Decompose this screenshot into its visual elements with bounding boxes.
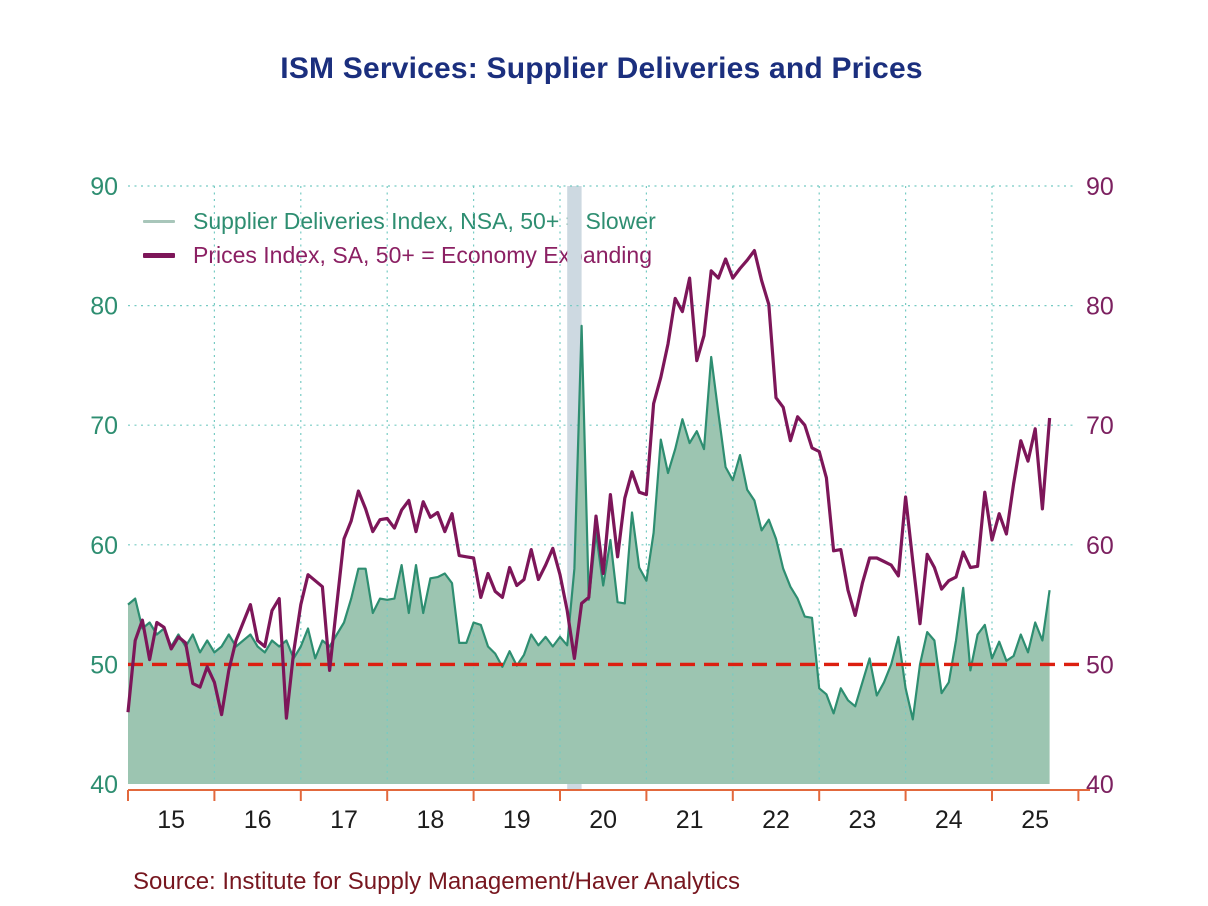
x-axis-tick-label: 20 [589,806,617,834]
x-axis-tick-label: 22 [762,806,790,834]
x-axis-tick-label: 18 [416,806,444,834]
prices-line [126,249,1052,720]
y-axis-tick-label-left: 40 [90,771,118,799]
y-axis-tick-label-right: 60 [1086,532,1114,560]
x-axis-tick-label: 25 [1021,806,1049,834]
y-axis-tick-label-right: 90 [1086,173,1114,201]
x-axis-tick-label: 24 [935,806,963,834]
y-axis-tick-label-left: 60 [90,532,118,560]
y-axis-tick-label-left: 50 [90,651,118,679]
x-axis-tick-label: 15 [157,806,185,834]
x-axis-tick-label: 17 [330,806,358,834]
deliveries-line-swatch-icon [143,219,175,223]
y-axis-tick-label-right: 40 [1086,771,1114,799]
y-axis-tick-label-left: 90 [90,173,118,201]
source-note: Source: Institute for Supply Management/… [133,868,740,895]
page-title: ISM Services: Supplier Deliveries and Pr… [280,52,923,85]
x-axis-tick-label: 23 [848,806,876,834]
x-axis-tick-label: 16 [244,806,272,834]
y-axis-tick-label-right: 80 [1086,293,1114,321]
y-axis-tick-label-left: 70 [90,412,118,440]
y-axis-tick-label-right: 50 [1086,651,1114,679]
x-axis-tick-label: 21 [676,806,704,834]
prices-line-swatch-icon [143,252,175,258]
y-axis-tick-label-right: 70 [1086,412,1114,440]
y-axis-tick-label-left: 80 [90,293,118,321]
deliveries-area [128,325,1050,784]
x-axis-tick-label: 19 [503,806,531,834]
